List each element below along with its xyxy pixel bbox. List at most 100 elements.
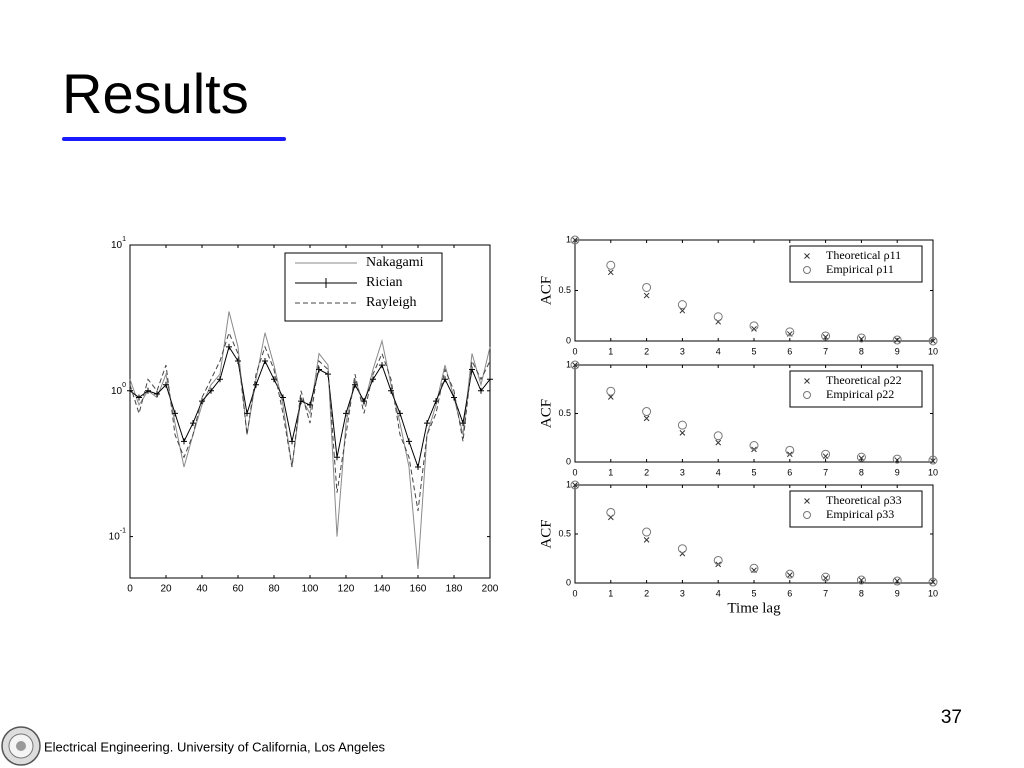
x-tick-label: 200 <box>482 584 499 595</box>
marker-x <box>572 237 578 243</box>
legend-label: Empirical ρ33 <box>826 507 894 521</box>
x-tick-label: 3 <box>680 467 685 477</box>
marker-circle <box>677 544 687 554</box>
x-tick-label: 10 <box>928 588 938 598</box>
x-tick-label: 3 <box>680 588 685 598</box>
marker-plus <box>235 358 241 365</box>
marker-x <box>679 307 686 314</box>
marker-plus <box>361 398 367 405</box>
marker-plus <box>190 420 196 427</box>
marker-circle <box>642 407 652 417</box>
marker-circle <box>642 527 652 537</box>
y-tick-label: 0 <box>566 456 571 466</box>
marker-circle <box>642 282 652 292</box>
series-line <box>129 331 491 511</box>
x-tick-label: 2 <box>644 467 649 477</box>
marker-plus <box>415 464 421 471</box>
marker-plus <box>181 438 187 445</box>
marker-x <box>572 482 578 488</box>
marker-plus <box>163 381 169 388</box>
legend-box <box>789 490 923 528</box>
marker-circle <box>803 511 811 519</box>
marker-x <box>858 336 865 342</box>
marker-plus <box>316 366 322 373</box>
legend-label: Nakagami <box>366 255 424 270</box>
series-line <box>129 311 491 569</box>
page-number: 37 <box>941 707 962 728</box>
marker-x <box>894 457 901 463</box>
x-tick-label: 10 <box>928 346 938 356</box>
marker-circle <box>606 507 616 517</box>
marker-circle <box>928 455 938 465</box>
x-tick-label: 5 <box>751 588 756 598</box>
marker-plus <box>379 362 385 369</box>
marker-x <box>751 326 757 332</box>
marker-plus <box>289 438 295 445</box>
marker-circle <box>713 431 723 441</box>
marker-plus <box>136 394 142 401</box>
marker-x <box>804 378 810 384</box>
x-tick-label: 0 <box>572 467 577 477</box>
x-tick-label: 7 <box>823 346 828 356</box>
marker-x <box>804 253 810 259</box>
marker-plus <box>321 278 331 288</box>
marker-x <box>679 430 686 436</box>
x-tick-label: 9 <box>895 346 900 356</box>
marker-circle <box>606 260 616 270</box>
marker-x <box>607 269 614 276</box>
x-tick-label: 7 <box>823 588 828 598</box>
marker-plus <box>307 401 313 408</box>
x-tick-label: 2 <box>644 346 649 356</box>
x-tick-label: 100 <box>302 584 319 595</box>
x-tick-label: 80 <box>268 584 280 595</box>
marker-circle <box>821 572 831 582</box>
marker-plus <box>127 387 133 394</box>
marker-x <box>822 334 829 340</box>
x-tick-label: 6 <box>787 588 792 598</box>
x-tick-label: 3 <box>680 346 685 356</box>
y-tick-label: 0.5 <box>558 408 571 418</box>
marker-plus <box>406 438 412 445</box>
x-tick-label: 10 <box>928 467 938 477</box>
title-underline <box>62 137 286 141</box>
marker-x <box>894 337 901 343</box>
x-tick-label: 8 <box>859 346 864 356</box>
x-tick-label: 8 <box>859 588 864 598</box>
marker-plus <box>172 410 178 417</box>
x-tick-label: 9 <box>895 467 900 477</box>
x-tick-label: 6 <box>787 467 792 477</box>
legend-label: Theoretical ρ11 <box>826 248 901 262</box>
marker-plus <box>478 387 484 394</box>
marker-x <box>643 292 650 299</box>
marker-circle <box>749 321 759 331</box>
marker-plus <box>280 394 286 401</box>
legend-box <box>789 245 923 283</box>
marker-plus <box>199 398 205 405</box>
marker-circle <box>821 331 831 341</box>
x-tick-label: 4 <box>716 588 721 598</box>
marker-x <box>858 577 865 583</box>
marker-circle <box>606 386 616 396</box>
marker-circle <box>713 312 723 322</box>
marker-plus <box>154 391 160 398</box>
marker-circle <box>677 300 687 310</box>
x-tick-label: 120 <box>338 584 355 595</box>
y-tick-label: 0 <box>566 335 571 345</box>
x-tick-label: 40 <box>196 584 208 595</box>
x-tick-label: 5 <box>751 346 756 356</box>
slide-title: Results <box>62 62 249 125</box>
x-tick-label: 160 <box>410 584 427 595</box>
x-tick-label: 1 <box>608 346 613 356</box>
y-tick-label: 100 <box>111 382 126 397</box>
marker-circle <box>749 441 759 451</box>
legend-label: Theoretical ρ22 <box>826 373 902 387</box>
marker-plus <box>334 454 340 461</box>
x-tick-label: 7 <box>823 467 828 477</box>
marker-plus <box>343 410 349 417</box>
y-axis-label: ACF <box>538 519 554 548</box>
marker-x <box>804 498 810 504</box>
marker-circle <box>856 575 866 585</box>
marker-x <box>572 362 578 368</box>
legend-box <box>284 252 443 322</box>
